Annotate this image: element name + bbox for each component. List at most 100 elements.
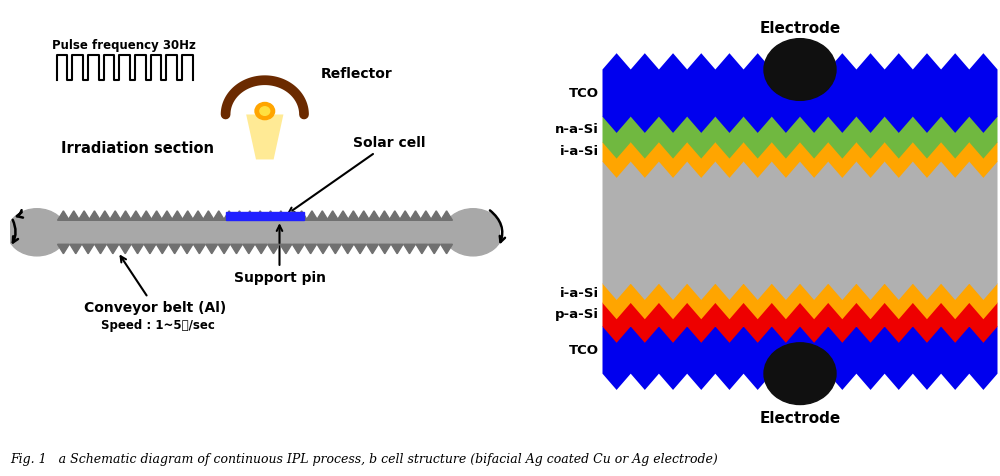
Polygon shape <box>441 244 452 254</box>
Polygon shape <box>265 211 276 220</box>
Polygon shape <box>280 244 292 254</box>
Polygon shape <box>255 244 267 254</box>
Polygon shape <box>602 287 998 343</box>
Polygon shape <box>130 211 142 220</box>
Polygon shape <box>70 244 82 254</box>
Text: Speed : 1~5㎝/sec: Speed : 1~5㎝/sec <box>101 318 215 332</box>
Polygon shape <box>305 244 317 254</box>
Polygon shape <box>399 211 411 220</box>
Ellipse shape <box>444 208 502 256</box>
Polygon shape <box>254 211 266 220</box>
Polygon shape <box>292 244 304 254</box>
Text: Pulse frequency 30Hz: Pulse frequency 30Hz <box>52 40 196 52</box>
Text: n-a-Si: n-a-Si <box>555 123 599 136</box>
Circle shape <box>260 107 270 115</box>
Polygon shape <box>391 244 403 254</box>
Polygon shape <box>316 211 328 220</box>
Polygon shape <box>78 211 90 220</box>
Polygon shape <box>602 126 998 178</box>
Text: i-a-Si: i-a-Si <box>560 145 599 158</box>
Polygon shape <box>317 244 329 254</box>
Text: Solar cell: Solar cell <box>289 136 426 213</box>
Text: Support pin: Support pin <box>234 226 326 285</box>
Polygon shape <box>342 244 354 254</box>
Polygon shape <box>169 244 181 254</box>
Polygon shape <box>416 244 428 254</box>
Polygon shape <box>140 211 152 220</box>
Polygon shape <box>404 244 415 254</box>
Polygon shape <box>348 211 359 220</box>
Text: n-Si: n-Si <box>947 215 980 230</box>
Polygon shape <box>82 244 94 254</box>
Polygon shape <box>368 211 380 220</box>
Text: TCO: TCO <box>569 344 599 357</box>
Polygon shape <box>602 53 998 133</box>
Polygon shape <box>107 244 119 254</box>
Polygon shape <box>285 211 297 220</box>
Text: Electrode: Electrode <box>759 21 841 36</box>
Text: Electrode: Electrode <box>759 411 841 426</box>
Polygon shape <box>306 211 318 220</box>
Polygon shape <box>206 244 218 254</box>
Polygon shape <box>268 244 279 254</box>
Text: Fig. 1   a Schematic diagram of continuous IPL process, b cell structure (bifaci: Fig. 1 a Schematic diagram of continuous… <box>10 454 718 466</box>
Text: TCO: TCO <box>569 87 599 99</box>
Bar <box>226 212 304 220</box>
Polygon shape <box>109 211 121 220</box>
Circle shape <box>764 343 836 405</box>
Polygon shape <box>132 244 143 254</box>
Polygon shape <box>602 145 998 300</box>
Circle shape <box>255 102 275 119</box>
Polygon shape <box>181 244 193 254</box>
Polygon shape <box>119 244 131 254</box>
Polygon shape <box>182 211 194 220</box>
Polygon shape <box>99 211 111 220</box>
Polygon shape <box>379 211 390 220</box>
Polygon shape <box>95 244 106 254</box>
Text: i-a-Si: i-a-Si <box>560 287 599 299</box>
Polygon shape <box>420 211 432 220</box>
Polygon shape <box>354 244 366 254</box>
Polygon shape <box>218 244 230 254</box>
Polygon shape <box>428 244 440 254</box>
Polygon shape <box>58 211 69 220</box>
Polygon shape <box>203 211 214 220</box>
Polygon shape <box>430 211 442 220</box>
Polygon shape <box>379 244 391 254</box>
Text: Irradiation section: Irradiation section <box>61 141 214 156</box>
Polygon shape <box>120 211 131 220</box>
Polygon shape <box>358 211 370 220</box>
Polygon shape <box>243 244 255 254</box>
Bar <box>58 220 452 244</box>
Polygon shape <box>329 244 341 254</box>
Polygon shape <box>410 211 421 220</box>
Polygon shape <box>223 211 235 220</box>
Polygon shape <box>68 211 80 220</box>
Polygon shape <box>156 244 168 254</box>
Polygon shape <box>151 211 162 220</box>
Polygon shape <box>89 211 100 220</box>
Polygon shape <box>244 211 256 220</box>
Polygon shape <box>602 310 998 390</box>
Polygon shape <box>161 211 173 220</box>
Polygon shape <box>602 268 998 319</box>
Ellipse shape <box>8 208 66 256</box>
Polygon shape <box>337 211 349 220</box>
Polygon shape <box>389 211 401 220</box>
Polygon shape <box>234 211 245 220</box>
Circle shape <box>764 39 836 100</box>
Polygon shape <box>144 244 156 254</box>
Polygon shape <box>193 244 205 254</box>
Text: Conveyor belt (Al): Conveyor belt (Al) <box>84 256 226 315</box>
Polygon shape <box>231 244 242 254</box>
Polygon shape <box>192 211 204 220</box>
Polygon shape <box>58 244 69 254</box>
Polygon shape <box>171 211 183 220</box>
Polygon shape <box>213 211 225 220</box>
Polygon shape <box>327 211 339 220</box>
Polygon shape <box>275 211 287 220</box>
Polygon shape <box>246 115 283 159</box>
Polygon shape <box>296 211 307 220</box>
Text: Reflector: Reflector <box>321 67 393 81</box>
Text: p-a-Si: p-a-Si <box>555 308 599 321</box>
